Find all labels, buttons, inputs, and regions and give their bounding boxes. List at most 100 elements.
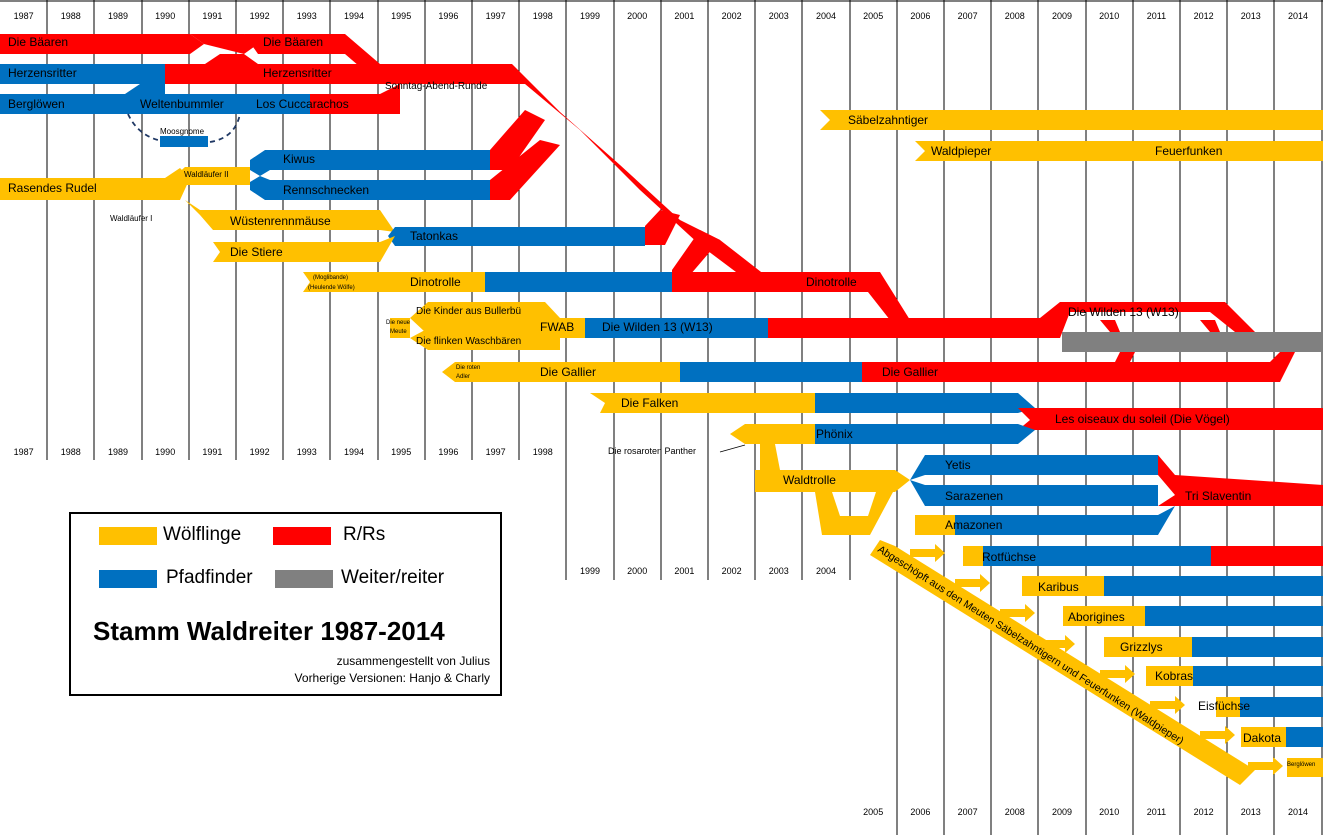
feeder-arrows [910,544,1283,775]
year-label: 1992 [250,447,270,457]
bar-baeren-2 [190,34,258,54]
year-label: 1988 [61,11,81,21]
bar-fwab [540,318,585,338]
label-neue-meute-1: Die neue [386,320,411,326]
bar-falken-y [590,393,815,413]
bar-wilden-r2 [1100,320,1120,332]
label-wilden-2: Die Wilden 13 (W13) [1068,305,1179,319]
bar-kinder [410,302,560,332]
year-label: 1987 [14,11,34,21]
label-neue-meute-2: Meute [390,329,407,335]
bar-herzensritter-blue [0,64,165,84]
label-rasendes: Rasendes Rudel [8,181,97,195]
year-label: 1996 [438,11,458,21]
label-waldtrolle: Waldtrolle [783,473,836,487]
year-label: 2003 [769,11,789,21]
bar-waldtrolle [755,470,910,492]
bar-baeren-3 [244,34,380,84]
label-feuerfunken: Feuerfunken [1155,144,1222,158]
year-label: 1989 [108,11,128,21]
year-label: 2004 [816,11,836,21]
bar-herzensritter-red [165,54,400,84]
year-label: 2002 [722,566,742,576]
year-label: 2007 [958,11,978,21]
connector-kiwus [490,110,545,170]
year-label: 1994 [344,447,364,457]
year-label: 1994 [344,11,364,21]
bar-rotfuechse-y [963,546,983,566]
label-roten-1: Die roten [456,365,480,371]
bar-wilden-r [768,302,1255,338]
bar-rotfuechse-r [1211,546,1323,566]
label-mogli: (Moglibande) [313,275,348,281]
connector-rennschnecken [490,140,560,200]
bar-gallier-y [442,362,680,382]
year-label: 2011 [1147,11,1166,21]
bar-waldtrolle-cup [815,492,893,535]
bar-weiter [1062,332,1323,352]
label-phoenix: Phönix [816,427,853,441]
bar-falken-b [815,393,1035,413]
bar-wuestenrenn [185,200,395,232]
bar-aborigines-b [1145,606,1323,626]
label-eisfuechse: Eisfüchse [1198,699,1250,713]
legend-credit: zusammengestellt von Julius [336,654,490,668]
year-label: 1990 [155,447,175,457]
diagonal-note-band [870,540,1255,785]
moosgnome-connector-2 [209,113,241,143]
label-stiere: Die Stiere [230,245,283,259]
legend-label-pfadfinder: Pfadfinder [166,567,253,588]
year-label: 1990 [155,11,175,21]
year-label: 1997 [486,11,506,21]
label-kiwus: Kiwus [283,152,315,166]
bar-amazonen-y [915,515,955,535]
label-bergloewen-small: Berglöwen [1287,762,1315,768]
year-label: 2010 [1099,11,1119,21]
year-label: 2007 [958,807,978,817]
year-label: 1999 [580,566,600,576]
arrow-aborigines [1000,604,1035,622]
bar-eisfuechse-y [1216,697,1240,717]
label-fwab: FWAB [540,320,574,334]
label-sarazenen: Sarazenen [945,489,1003,503]
bar-gallier-r2 [1115,352,1135,362]
label-weltenbummler: Weltenbummler [140,97,224,111]
year-label: 1988 [61,447,81,457]
arrow-kobras [1100,665,1135,683]
label-gallier-2: Die Gallier [882,365,938,379]
middle-year-labels: 1987 1988 1989 1990 1991 1992 1993 1994 1995 1996… [14,447,836,576]
year-label: 2003 [769,566,789,576]
label-rennschnecken: Rennschnecken [283,183,369,197]
bar-baeren-1 [0,34,204,54]
year-label: 2013 [1241,11,1261,21]
bar-bergloewen [0,84,310,114]
legend-previous: Vorherige Versionen: Hanjo & Charly [294,671,490,685]
year-label: 2008 [1005,807,1025,817]
label-karibus: Karibus [1038,580,1079,594]
year-label: 1999 [580,11,600,21]
bar-neue-meute [390,318,410,338]
legend-swatch-woelflinge [99,527,157,545]
bar-rotfuechse-b [983,546,1211,566]
year-label: 2004 [816,566,836,576]
label-tatonkas: Tatonkas [410,229,458,243]
label-rotfuechse: Rotfüchse [982,550,1036,564]
bar-grizzlys-b [1192,637,1323,657]
bar-sonntag [380,64,765,275]
bar-aborigines-y [1063,606,1145,626]
bar-karibus-y [1022,576,1104,596]
year-label: 1997 [486,447,506,457]
bar-kobras-b [1193,666,1323,686]
label-waldlaeufer1: Waldläufer I [110,214,152,223]
bar-kobras-y [1146,666,1193,686]
bar-rasendes [0,168,190,200]
bar-rennschnecken [250,176,490,200]
bar-oiseaux [1018,408,1323,430]
label-slaventin: Tri Slaventin [1185,489,1251,503]
year-label: 1993 [297,447,317,457]
label-rosaroten: Die rosaroten Panther [608,446,696,456]
label-yetis: Yetis [945,458,971,472]
bar-dakota-b [1286,727,1323,747]
label-herzensritter-1: Herzensritter [8,66,77,80]
label-saebel: Säbelzahntiger [848,113,928,127]
